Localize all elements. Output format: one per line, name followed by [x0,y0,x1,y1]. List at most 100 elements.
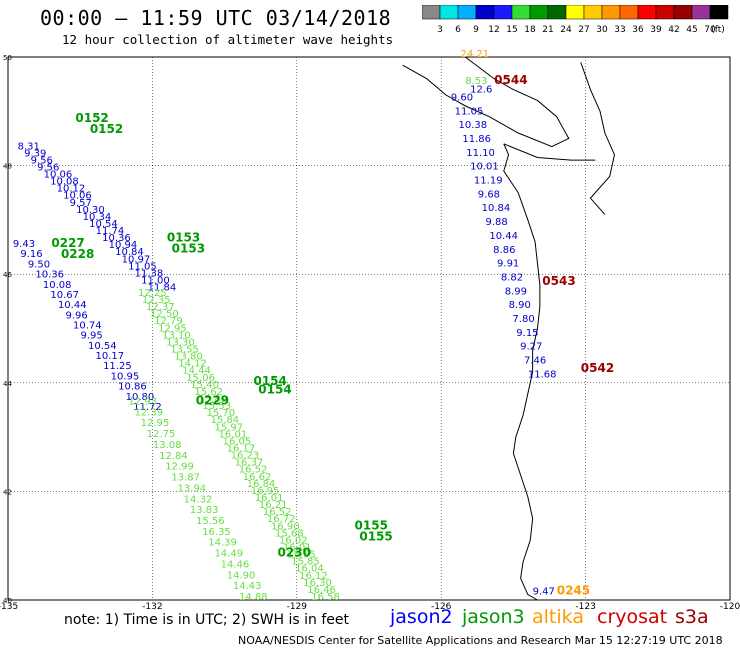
wave-height-value: 14.46 [221,559,250,570]
wave-height-value: 10.86 [118,382,147,393]
scale-label: 21 [542,25,553,35]
wave-height-value: 10.17 [96,351,125,362]
vancouver-island-coast [402,56,570,148]
wave-height-value: 7.46 [524,356,546,367]
wave-height-value: 10.44 [489,231,518,242]
wave-height-value: 8.99 [505,286,527,297]
lon-tick-label: -126 [431,602,452,610]
wave-height-value: 12.84 [159,451,188,462]
wave-height-value: 15.56 [196,516,225,527]
wave-height-value: 16.62 [243,472,272,483]
pass-label: 0229 [196,394,229,408]
pass-label: 24.21 [460,49,489,60]
wave-height-value: 16.23 [231,451,260,462]
scale-label: 15 [506,25,517,35]
scale-label: 36 [632,25,644,35]
mission-altika: altika [532,606,584,628]
wave-height-value: 12.79 [154,316,183,327]
wave-height-value: 12.99 [165,462,194,473]
wave-height-value: 10.80 [126,392,155,403]
wave-height-value: 10.38 [459,120,488,131]
wave-height-value: 10.36 [35,270,64,281]
lat-tick-label: 48 [3,163,12,171]
wave-height-value: 14.32 [184,494,213,505]
wave-height-value: 11.10 [466,148,495,159]
wave-height-value: 12.35 [142,295,171,306]
wave-height-value: 16.01 [219,429,248,440]
wave-height-value: 16.58 [311,592,340,603]
wave-height-value: 12.93 [128,397,157,408]
wave-height-value: 9.39 [24,148,46,159]
pass-label: 0230 [278,546,311,560]
wave-height-value: 12.25 [138,288,167,299]
pass-label: 0542 [581,361,614,375]
wave-height-value: 13.30 [166,337,195,348]
wave-height-value: 16.90 [271,521,300,532]
wave-height-value: 13.83 [190,505,219,516]
wave-height-value: 16.04 [295,564,324,575]
wave-height-value: 13.08 [153,440,182,451]
wave-height-value: 13.80 [174,352,203,363]
wave-height-value: 14.49 [214,549,243,560]
scale-label: 39 [650,25,662,35]
wave-height-value: 10.54 [89,219,118,230]
wave-height-value: 10.67 [50,290,79,301]
wave-height-value: 15.06 [186,373,215,384]
wave-height-value: 15.70 [206,408,235,419]
scale-label: 33 [614,25,625,35]
wave-height-value: 15.84 [210,415,239,426]
wave-height-value: 10.95 [111,371,140,382]
scale-label: 45 [686,25,697,35]
wave-height-value: 11.72 [133,402,162,413]
pass-label: 0245 [557,584,590,598]
footnote: note: 1) Time is in UTC; 2) SWH is in fe… [64,612,350,628]
wave-height-value: 15.55 [287,550,316,561]
wave-height-value: 12.95 [141,418,170,429]
wave-height-value: 11.05 [455,106,484,117]
wave-height-value: 12.95 [158,323,187,334]
wave-height-value: 11.25 [103,361,132,372]
wave-height-value: 15.85 [291,557,320,568]
wave-height-value: 16.37 [235,458,264,469]
wave-height-value: 9.50 [28,259,50,270]
wave-height-value: 9.43 [13,239,35,250]
wave-height-value: 9.16 [20,249,42,260]
pass-label: 0544 [494,73,527,87]
lon-tick-label: -120 [720,602,740,610]
wave-height-value: 11.84 [148,282,177,293]
wave-height-value: 16.05 [223,436,252,447]
wave-height-value: 10.12 [57,184,86,195]
wave-height-map: -135 -132 -129 -126 -123 -120 50 48 46 44 42 40 8.31… [0,49,740,610]
wave-height-value: 13.94 [178,483,207,494]
wave-height-value: 10.06 [63,191,92,202]
wave-height-value: 12.75 [147,429,176,440]
wave-height-value: 13.10 [162,330,191,341]
wave-height-value: 12.50 [150,309,179,320]
wave-height-value: 8.86 [493,245,515,256]
wave-height-value: 16.72 [267,514,296,525]
wave-height-value: 13.87 [171,473,200,484]
lon-tick-label: -129 [287,602,308,610]
wave-height-value: 15.62 [194,387,223,398]
wave-height-value: 15.40 [190,380,219,391]
wave-height-value: 16.30 [303,578,332,589]
wave-height-value: 9.60 [451,92,473,103]
wave-height-value: 12.37 [146,302,175,313]
mission-jason3: jason3 [462,606,525,628]
wave-height-value: 16.52 [263,507,292,518]
scale-label: 3 [437,25,443,35]
wave-height-value: 9.56 [37,162,59,173]
mission-jason2: jason2 [390,606,453,628]
wave-height-value: 16.17 [227,443,256,454]
wave-height-value: 10.08 [50,177,79,188]
wave-height-value: 10.74 [73,321,102,332]
wave-height-value: 14.12 [178,359,207,370]
puget-sound-coast [580,62,616,215]
wave-height-value: 16.84 [247,479,276,490]
lon-tick-label: -132 [142,602,162,610]
wave-height-value: 15.53 [202,401,231,412]
wave-height-value: 16.12 [299,571,328,582]
map-title: 00:00 – 11:59 UTC 03/14/2018 [40,6,392,30]
scale-label: 6 [455,25,461,35]
pass-label: 0154 [253,374,286,388]
